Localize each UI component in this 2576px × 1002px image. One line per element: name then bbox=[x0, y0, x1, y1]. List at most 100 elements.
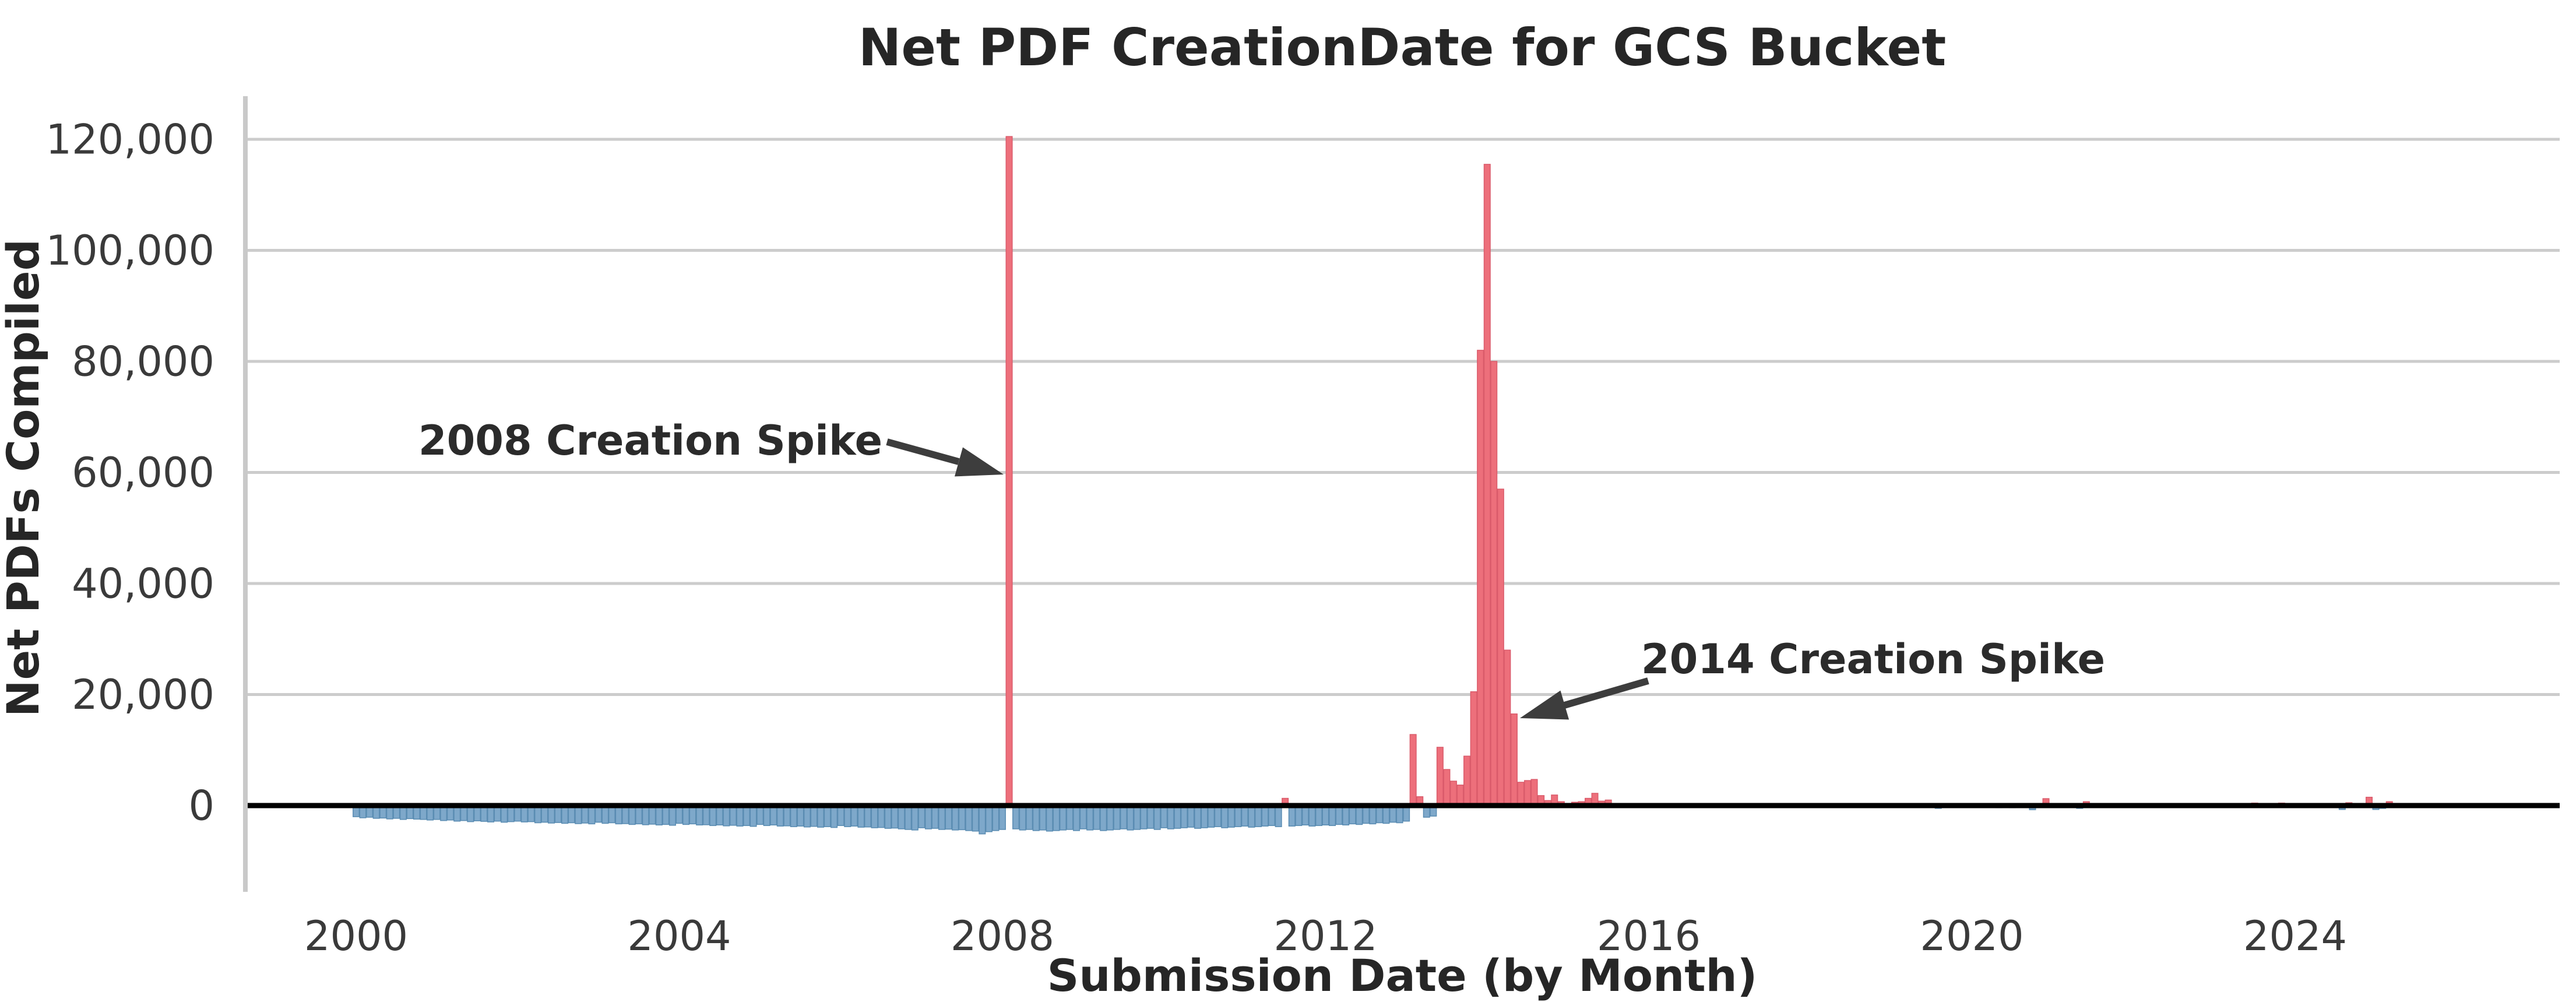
bar-2008-07 bbox=[1039, 805, 1047, 831]
bar-2002-12 bbox=[588, 805, 596, 825]
bar-2012-05 bbox=[1349, 805, 1356, 825]
bar-2005-01 bbox=[756, 805, 764, 825]
bar-2009-09 bbox=[1134, 805, 1141, 830]
bar-2004-08 bbox=[723, 805, 730, 827]
chart-title: Net PDF CreationDate for GCS Bucket bbox=[858, 17, 1947, 78]
bar-2014-04 bbox=[1504, 649, 1511, 806]
bar-2006-06 bbox=[871, 805, 878, 828]
bar-2006-01 bbox=[837, 805, 844, 827]
bar-2002-10 bbox=[575, 805, 582, 824]
bar-2011-02 bbox=[1248, 805, 1255, 828]
bar-2009-11 bbox=[1147, 805, 1155, 829]
gridline-100000 bbox=[245, 249, 2560, 252]
x-tick-2024: 2024 bbox=[2243, 912, 2347, 960]
bar-2003-12 bbox=[668, 805, 676, 826]
bar-2003-07 bbox=[635, 805, 643, 825]
x-axis-label: Submission Date (by Month) bbox=[1047, 950, 1758, 1001]
gridline-120000 bbox=[245, 138, 2560, 141]
bar-2005-07 bbox=[797, 805, 804, 827]
y-tick-120000: 120,000 bbox=[46, 116, 214, 164]
bar-2004-09 bbox=[729, 805, 737, 826]
y-axis-label: Net PDFs Compiled bbox=[0, 239, 49, 717]
bar-2004-03 bbox=[689, 805, 696, 825]
bar-2006-09 bbox=[891, 805, 899, 829]
bar-2009-06 bbox=[1113, 805, 1121, 830]
bar-2005-12 bbox=[830, 805, 838, 828]
bar-2010-03 bbox=[1174, 805, 1181, 829]
bar-2009-08 bbox=[1127, 805, 1134, 831]
bar-2007-04 bbox=[938, 805, 946, 830]
bar-2011-10 bbox=[1301, 805, 1309, 826]
bar-2004-05 bbox=[702, 805, 710, 825]
bar-2008-04 bbox=[1019, 805, 1026, 831]
bar-2010-07 bbox=[1201, 805, 1208, 828]
bar-2006-10 bbox=[898, 805, 905, 829]
annotation-2014-spike: 2014 Creation Spike bbox=[1520, 635, 2105, 720]
bar-2006-08 bbox=[884, 805, 892, 829]
y-tick-80000: 80,000 bbox=[72, 338, 214, 386]
bar-2012-07 bbox=[1362, 805, 1370, 824]
annotation-2014-arrow-line bbox=[1563, 677, 1649, 709]
bar-2012-10 bbox=[1382, 805, 1390, 824]
gridline-40000 bbox=[245, 582, 2560, 585]
x-tick-2020: 2020 bbox=[1920, 912, 2024, 960]
bar-2009-07 bbox=[1120, 805, 1127, 829]
bar-2012-04 bbox=[1342, 805, 1350, 826]
y-tick-100000: 100,000 bbox=[46, 227, 214, 275]
annotation-2014-text: 2014 Creation Spike bbox=[1641, 635, 2105, 683]
annotation-2008-spike: 2008 Creation Spike bbox=[418, 417, 1004, 477]
bar-2011-12 bbox=[1315, 805, 1322, 827]
bar-2004-11 bbox=[743, 805, 751, 827]
bar-2004-01 bbox=[675, 805, 683, 824]
bar-2010-06 bbox=[1194, 805, 1202, 829]
gridline-60000 bbox=[245, 471, 2560, 474]
bar-2006-03 bbox=[850, 805, 858, 827]
bar-2010-01 bbox=[1160, 805, 1168, 828]
bar-2010-09 bbox=[1214, 805, 1222, 827]
bar-2007-08 bbox=[965, 805, 973, 831]
bar-2009-10 bbox=[1140, 805, 1148, 829]
bar-2008-08 bbox=[1046, 805, 1053, 832]
y-tick-60000: 60,000 bbox=[72, 449, 214, 497]
annotation-2008-arrowhead-icon bbox=[955, 447, 1004, 477]
bar-2008-11 bbox=[1066, 805, 1074, 830]
bar-2005-05 bbox=[783, 805, 791, 827]
bar-2004-02 bbox=[682, 805, 690, 825]
bar-2003-02 bbox=[601, 805, 609, 824]
bar-2011-01 bbox=[1241, 805, 1248, 827]
gridline-80000 bbox=[245, 360, 2560, 363]
bar-2005-04 bbox=[776, 805, 784, 827]
bar-2013-11 bbox=[1470, 691, 1477, 806]
bar-2014-07 bbox=[1524, 780, 1532, 806]
bar-2007-11 bbox=[985, 805, 993, 832]
annotation-2014-arrowhead-icon bbox=[1520, 690, 1569, 720]
bar-2004-12 bbox=[749, 805, 757, 827]
bar-2003-10 bbox=[655, 805, 663, 826]
bar-2003-04 bbox=[615, 805, 622, 825]
zero-axis-line bbox=[245, 803, 2560, 808]
bar-2005-03 bbox=[770, 805, 777, 826]
y-axis-spine bbox=[243, 96, 248, 892]
bar-2012-06 bbox=[1356, 805, 1363, 825]
bar-2006-12 bbox=[911, 805, 919, 831]
x-tick-2012: 2012 bbox=[1273, 912, 1377, 960]
bar-2010-10 bbox=[1221, 805, 1229, 828]
bar-2010-02 bbox=[1167, 805, 1174, 829]
bar-2005-08 bbox=[803, 805, 811, 828]
bar-2011-05 bbox=[1268, 805, 1276, 827]
bar-2010-04 bbox=[1180, 805, 1188, 828]
bar-2010-12 bbox=[1234, 805, 1242, 827]
bar-2008-10 bbox=[1059, 805, 1067, 831]
bar-2011-11 bbox=[1308, 805, 1316, 827]
annotation-2008-text: 2008 Creation Spike bbox=[418, 417, 882, 465]
bar-2003-08 bbox=[642, 805, 649, 825]
bar-2008-12 bbox=[1073, 805, 1081, 831]
bar-2014-02 bbox=[1490, 361, 1498, 806]
bar-2008-05 bbox=[1026, 805, 1033, 830]
bar-2008-01 bbox=[998, 805, 1006, 830]
bar-2005-06 bbox=[790, 805, 797, 827]
bar-2004-10 bbox=[736, 805, 744, 827]
gridline-20000 bbox=[245, 693, 2560, 696]
